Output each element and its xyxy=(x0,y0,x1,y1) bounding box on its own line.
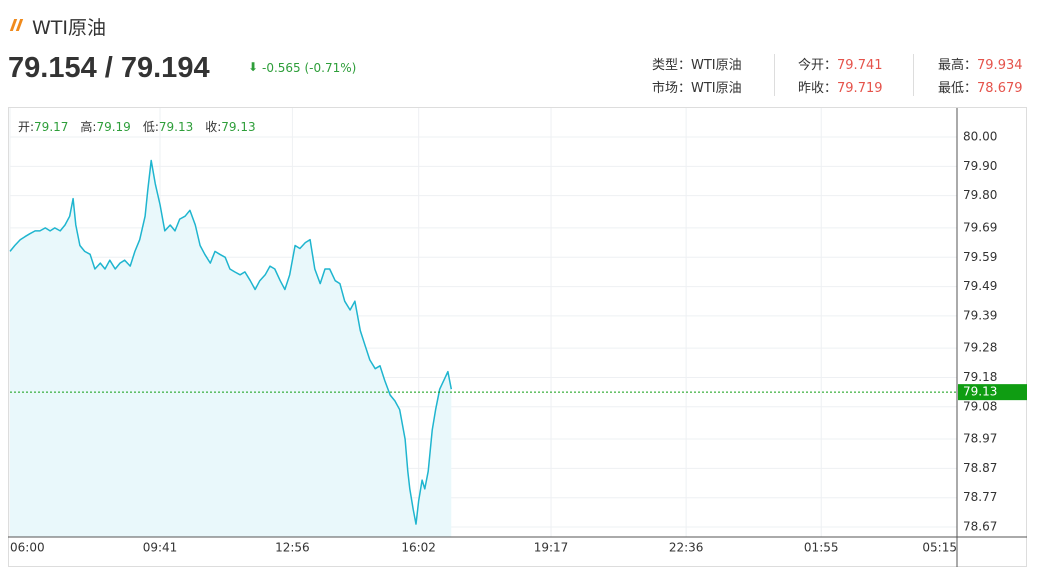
x-tick-label: 19:17 xyxy=(534,541,569,555)
info-value: WTI原油 xyxy=(691,81,742,96)
x-tick-label: 06:00 xyxy=(10,541,45,555)
y-tick-label: 79.08 xyxy=(963,399,997,413)
y-tick-label: 78.67 xyxy=(963,520,997,534)
info-value: 79.934 xyxy=(977,58,1023,73)
y-tick-label: 79.49 xyxy=(963,279,997,293)
info-label: 类型： xyxy=(652,58,692,73)
change: -0.565 (-0.71%) xyxy=(262,61,357,75)
y-tick-label: 79.69 xyxy=(963,220,997,234)
y-tick-label: 79.39 xyxy=(963,308,997,322)
info-label: 今开： xyxy=(798,58,838,73)
x-tick-label: 05:15 xyxy=(922,541,957,555)
info-label: 昨收： xyxy=(798,81,838,96)
info-item: 最高：79.934 xyxy=(938,54,1023,73)
info-label: 市场： xyxy=(652,81,692,96)
price-line xyxy=(9,159,453,525)
ohlc-legend: 开:79.17 高:79.19 低:79.13 收:79.13 xyxy=(18,118,256,135)
last-price-label: 79.13 xyxy=(963,385,997,399)
info-label: 最低： xyxy=(938,81,978,96)
y-tick-label: 78.77 xyxy=(963,490,997,504)
ohlc-value: 79.17 xyxy=(34,120,69,134)
ohlc-label: 开: xyxy=(18,120,35,134)
logo-icon xyxy=(9,17,24,33)
ohlc-label: 低: xyxy=(142,120,159,134)
y-tick-label: 78.87 xyxy=(963,461,997,475)
x-tick-label: 09:41 xyxy=(143,541,178,555)
ohlc-value: 79.19 xyxy=(96,120,131,134)
separator xyxy=(774,54,775,96)
info-item: 今开：79.741 xyxy=(798,54,883,73)
price: 79.154 / 79.194 xyxy=(8,52,210,84)
info-item: 昨收：79.719 xyxy=(798,77,883,96)
y-tick-label: 79.18 xyxy=(963,370,997,384)
area xyxy=(10,160,452,537)
last-price-tag xyxy=(958,384,1027,401)
y-tick-label: 79.90 xyxy=(963,159,997,173)
title: WTI原油 xyxy=(32,17,106,39)
ohlc-label: 高: xyxy=(80,120,97,134)
info-item: 类型：WTI原油 xyxy=(652,54,742,73)
y-tick-label: 78.97 xyxy=(963,432,997,446)
ohlc-value: 79.13 xyxy=(158,120,194,134)
x-tick-label: 22:36 xyxy=(669,541,704,555)
x-tick-label: 12:56 xyxy=(275,541,310,555)
info-label: 最高： xyxy=(938,58,978,73)
ohlc-label: 收: xyxy=(205,120,222,134)
info-item: 市场：WTI原油 xyxy=(652,77,742,96)
info-value: WTI原油 xyxy=(691,58,742,73)
info-value: 78.679 xyxy=(977,81,1023,96)
y-tick-label: 79.59 xyxy=(963,250,997,264)
y-tick-label: 79.80 xyxy=(963,188,997,202)
x-tick-label: 16:02 xyxy=(401,541,436,555)
y-tick-label: 80.00 xyxy=(963,130,997,144)
info-value: 79.719 xyxy=(837,81,883,96)
y-tick-label: 79.28 xyxy=(963,341,997,355)
ohlc-value: 79.13 xyxy=(221,120,256,134)
chart-frame xyxy=(8,107,1027,567)
x-tick-label: 01:55 xyxy=(804,541,839,555)
change-arrow: ⬇ xyxy=(248,60,259,74)
separator xyxy=(913,54,914,96)
info-item: 最低：78.679 xyxy=(938,77,1023,96)
info-value: 79.741 xyxy=(837,58,883,73)
